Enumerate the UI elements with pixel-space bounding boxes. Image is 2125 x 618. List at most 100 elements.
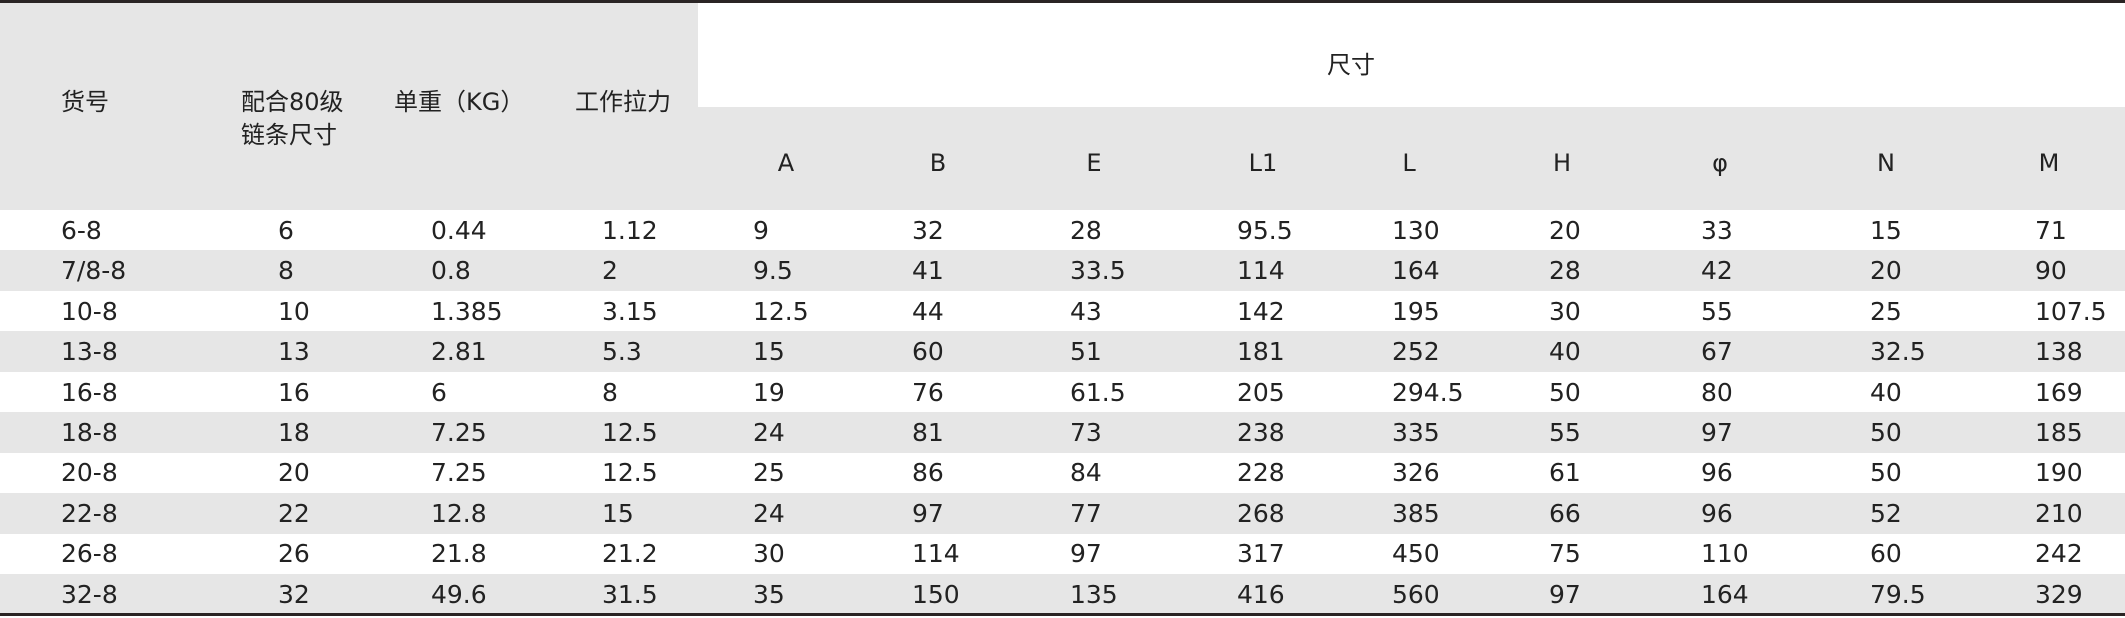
- table-cell: 238: [1237, 418, 1285, 447]
- table-cell: 7/8-8: [61, 256, 127, 286]
- table-cell: 55: [1549, 418, 1581, 447]
- table-cell: 41: [912, 256, 944, 286]
- table-cell: 12.5: [602, 418, 658, 447]
- top-rule: [0, 0, 2125, 3]
- header-chain-size-line2: 链条尺寸: [241, 121, 337, 149]
- table-cell: 164: [1701, 579, 1749, 609]
- table-cell: 18: [278, 418, 310, 447]
- table-cell: 150: [912, 579, 960, 609]
- table-cell: 8: [602, 377, 618, 407]
- table-cell: 50: [1870, 418, 1902, 447]
- table-cell: 205: [1237, 377, 1285, 407]
- table-cell: 2.81: [431, 337, 487, 367]
- table-cell: 79.5: [1870, 579, 1926, 609]
- table-cell: 35: [753, 579, 785, 609]
- table-cell: 560: [1392, 579, 1440, 609]
- table-cell: 12.8: [431, 498, 487, 528]
- table-cell: 28: [1549, 256, 1581, 286]
- table-cell: 9.5: [753, 256, 793, 286]
- table-cell: 32.5: [1870, 337, 1926, 367]
- table-cell: 40: [1549, 337, 1581, 367]
- table-cell: 10: [278, 296, 310, 326]
- table-cell: 30: [753, 539, 785, 569]
- table-cell: 242: [2035, 539, 2083, 569]
- header-dim-4: L: [1402, 149, 1416, 177]
- table-cell: 10-8: [61, 296, 118, 326]
- table-cell: 80: [1701, 377, 1733, 407]
- table-cell: 60: [1870, 539, 1902, 569]
- table-cell: 294.5: [1392, 377, 1464, 407]
- table-cell: 66: [1549, 498, 1581, 528]
- table-cell: 195: [1392, 296, 1440, 326]
- table-cell: 114: [912, 539, 960, 569]
- table-cell: 26-8: [61, 539, 118, 569]
- table-cell: 50: [1870, 458, 1902, 488]
- table-cell: 5.3: [602, 337, 642, 367]
- table-cell: 416: [1237, 579, 1285, 609]
- table-cell: 20: [1549, 216, 1581, 245]
- table-cell: 18-8: [61, 418, 118, 447]
- table-cell: 210: [2035, 498, 2083, 528]
- table-cell: 13: [278, 337, 310, 367]
- table-cell: 31.5: [602, 579, 658, 609]
- table-cell: 61.5: [1070, 377, 1126, 407]
- table-cell: 21.2: [602, 539, 658, 569]
- table-cell: 142: [1237, 296, 1285, 326]
- table-cell: 13-8: [61, 337, 118, 367]
- table-cell: 190: [2035, 458, 2083, 488]
- table-cell: 110: [1701, 539, 1749, 569]
- table-cell: 33.5: [1070, 256, 1126, 286]
- table-row: 26-8 26 21.8 21.2 30 114 97 317 450 75 110 60 242: [0, 533, 2125, 574]
- table-cell: 19: [753, 377, 785, 407]
- table-cell: 97: [912, 498, 944, 528]
- table-cell: 40: [1870, 377, 1902, 407]
- table-cell: 329: [2035, 579, 2083, 609]
- table-cell: 0.44: [431, 216, 487, 245]
- table-cell: 6: [278, 216, 294, 245]
- table-cell: 164: [1392, 256, 1440, 286]
- table-cell: 135: [1070, 579, 1118, 609]
- table-cell: 268: [1237, 498, 1285, 528]
- table-cell: 60: [912, 337, 944, 367]
- header-dim-7: N: [1877, 149, 1895, 177]
- table-cell: 84: [1070, 458, 1102, 488]
- table-cell: 20: [1870, 256, 1902, 286]
- table-cell: 43: [1070, 296, 1102, 326]
- table-cell: 97: [1070, 539, 1102, 569]
- table-cell: 32: [278, 579, 310, 609]
- header-dim-8: M: [2038, 149, 2060, 177]
- table-row: 16-8 16 6 8 19 76 61.5 205 294.5 50 80 40 169: [0, 372, 2125, 413]
- table-cell: 169: [2035, 377, 2083, 407]
- table-cell: 12.5: [602, 458, 658, 488]
- table-cell: 77: [1070, 498, 1102, 528]
- table-cell: 252: [1392, 337, 1440, 367]
- table-cell: 1.385: [431, 296, 503, 326]
- table-cell: 15: [1870, 216, 1902, 245]
- table-row: 13-8 13 2.81 5.3 15 60 51 181 252 40 67 32.5 138: [0, 331, 2125, 373]
- table-cell: 0.8: [431, 256, 471, 286]
- table-cell: 24: [753, 418, 785, 447]
- table-cell: 335: [1392, 418, 1440, 447]
- header-chain-size-line1: 配合80级: [241, 88, 344, 116]
- table-cell: 326: [1392, 458, 1440, 488]
- table-row: 20-8 20 7.25 12.5 25 86 84 228 326 61 96 50 190: [0, 452, 2125, 493]
- table-cell: 228: [1237, 458, 1285, 488]
- table-cell: 52: [1870, 498, 1902, 528]
- table-cell: 185: [2035, 418, 2083, 447]
- table-cell: 15: [753, 337, 785, 367]
- table-cell: 61: [1549, 458, 1581, 488]
- table-cell: 15: [602, 498, 634, 528]
- table-cell: 20: [278, 458, 310, 488]
- header-item-no: 货号: [61, 88, 109, 116]
- table-cell: 32: [912, 216, 944, 245]
- table-cell: 26: [278, 539, 310, 569]
- table-cell: 75: [1549, 539, 1581, 569]
- table-cell: 130: [1392, 216, 1440, 245]
- header-dim-1: B: [929, 149, 947, 177]
- table-cell: 96: [1701, 458, 1733, 488]
- table-row: 22-8 22 12.8 15 24 97 77 268 385 66 96 52 210: [0, 492, 2125, 534]
- table-cell: 90: [2035, 256, 2067, 286]
- table-cell: 86: [912, 458, 944, 488]
- table-cell: 25: [1870, 296, 1902, 326]
- table-cell: 16: [278, 377, 310, 407]
